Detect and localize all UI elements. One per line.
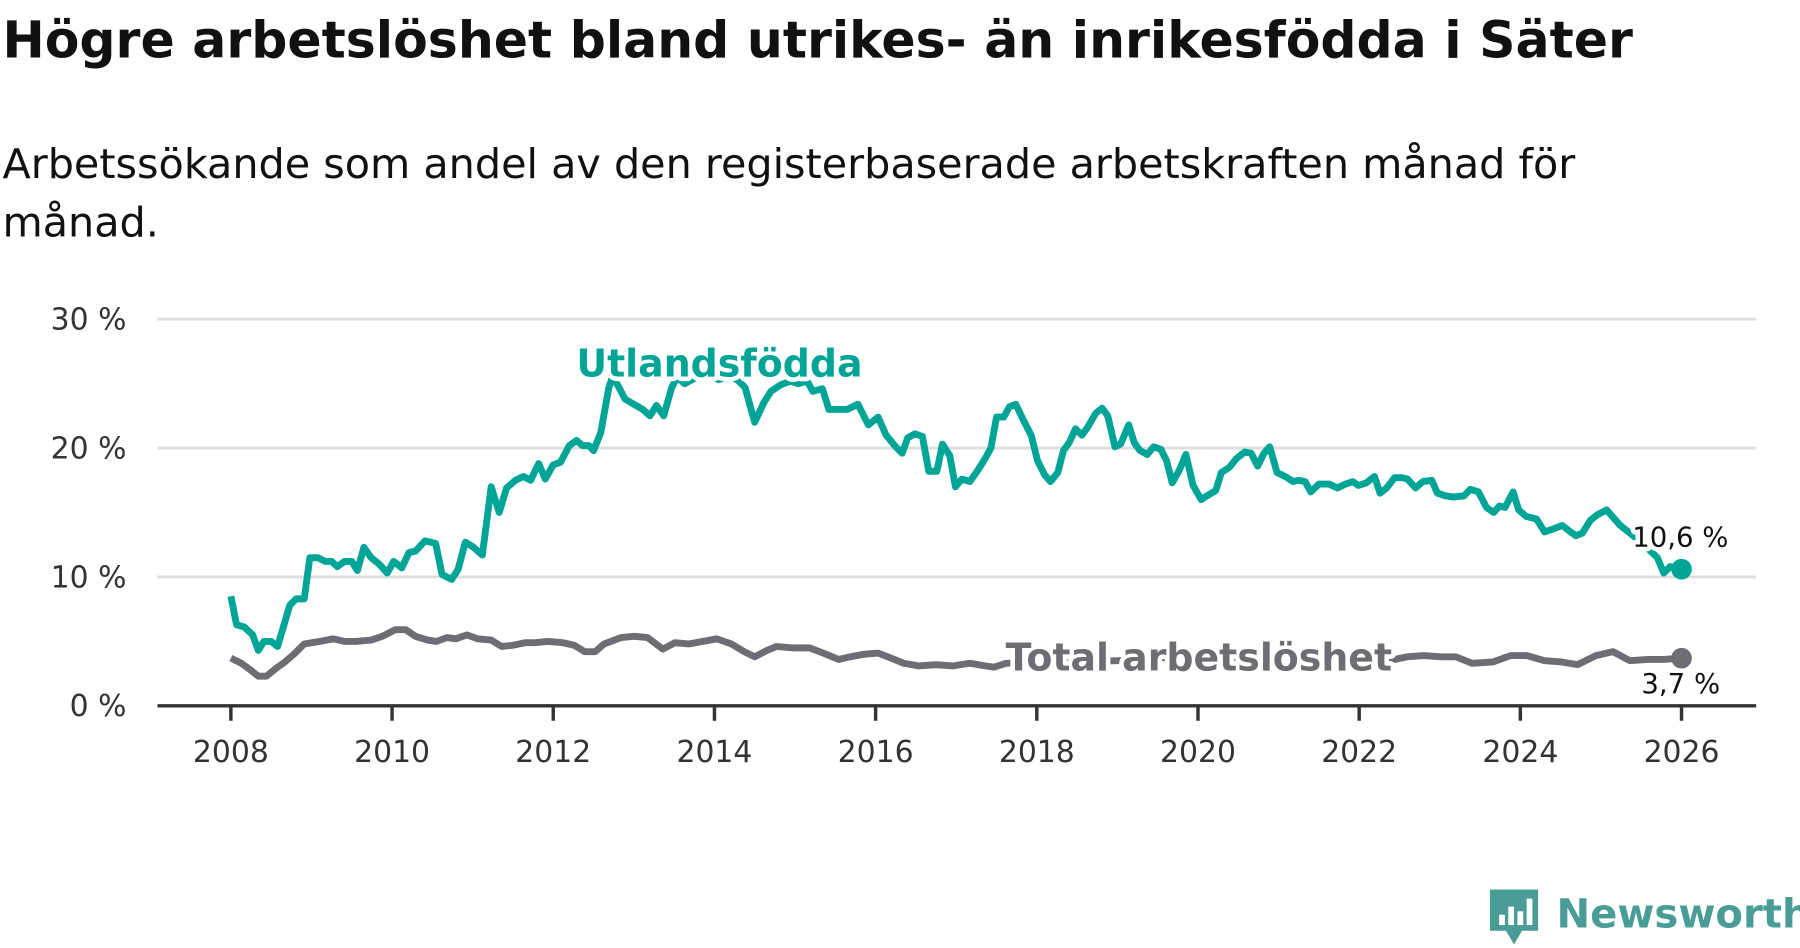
gridlines xyxy=(157,317,1757,579)
end-label-total: 3,7 % xyxy=(1641,668,1720,700)
label-utlandsfodda: Utlandsfödda xyxy=(576,341,862,385)
end-label-utlandsfodda: 10,6 % xyxy=(1632,521,1728,553)
end-point-total xyxy=(1671,647,1692,669)
x-tick-label: 2012 xyxy=(515,735,591,770)
x-tick-label: 2008 xyxy=(193,735,269,770)
x-tick-label: 2020 xyxy=(1160,735,1236,770)
y-tick-label: 10 % xyxy=(51,560,127,595)
y-tick-label: 20 % xyxy=(51,431,127,466)
x-tick-label: 2026 xyxy=(1644,735,1720,770)
page-title: Högre arbetslöshet bland utrikes- än inr… xyxy=(2,10,1632,69)
series-lines xyxy=(227,369,1692,680)
series-line-utlandsfodda xyxy=(227,369,1683,654)
subtitle-line-1: Arbetssökande som andel av den registerb… xyxy=(2,140,1575,188)
x-tick-label: 2014 xyxy=(676,735,752,770)
label-total: Total arbetslöshet xyxy=(1006,635,1393,679)
x-tick-label: 2022 xyxy=(1321,735,1397,770)
newsworthy-logo: Newsworthy xyxy=(1489,889,1800,945)
y-tick-label: 0 % xyxy=(70,689,127,724)
x-tick-label: 2016 xyxy=(838,735,914,770)
y-axis: 0 % 10 % 20 % 30 % xyxy=(51,303,127,725)
x-axis: 2008 2010 2012 2014 2016 2018 2020 2022 2024 2026 xyxy=(157,704,1757,770)
subtitle-line-2: månad. xyxy=(2,198,158,246)
x-tick-label: 2024 xyxy=(1482,735,1558,770)
series-labels: Utlandsfödda Total arbetslöshet 10,6 % 3… xyxy=(572,337,1733,705)
series-line-total xyxy=(229,626,1682,680)
brand-name: Newsworthy xyxy=(1556,891,1800,937)
x-tick-label: 2018 xyxy=(999,735,1075,770)
logo-icon xyxy=(1489,889,1539,945)
end-point-utlandsfodda xyxy=(1671,558,1692,580)
y-tick-label: 30 % xyxy=(51,303,127,338)
x-tick-label: 2010 xyxy=(354,735,430,770)
